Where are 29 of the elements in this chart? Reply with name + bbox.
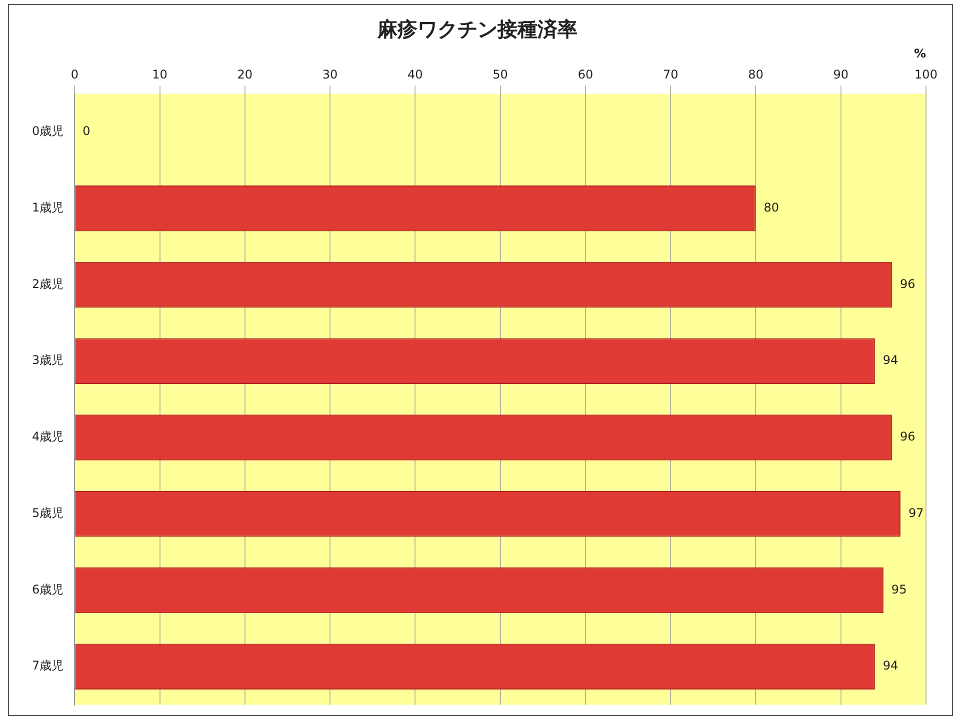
x-tick-label: 70 [662, 68, 678, 82]
data-label: 0 [82, 124, 90, 138]
x-tick-label: 10 [152, 68, 168, 82]
x-tick-label: 90 [833, 68, 849, 82]
y-tick-label: 7歳児 [32, 658, 64, 673]
x-tick-label: 0 [70, 68, 78, 82]
y-tick-label: 2歳児 [32, 276, 64, 291]
y-tick-label: 0歳児 [32, 124, 64, 138]
data-label: 94 [882, 353, 898, 368]
y-tick-label: 1歳児 [32, 200, 64, 214]
x-tick-label: 80 [748, 68, 764, 82]
data-label: 96 [900, 276, 916, 291]
y-tick-label: 5歳児 [32, 506, 64, 520]
data-label: 97 [908, 506, 924, 520]
x-tick-label: 30 [322, 68, 338, 82]
x-tick-label: 20 [237, 68, 253, 82]
data-label: 95 [891, 582, 907, 596]
chart-title: 麻疹ワクチン接種済率 [376, 17, 578, 42]
x-tick-label: 50 [492, 68, 508, 82]
y-tick-label: 3歳児 [32, 353, 64, 368]
y-tick-label: 4歳児 [32, 430, 64, 444]
data-label: 96 [900, 430, 916, 444]
x-tick-label: 100 [914, 68, 938, 82]
y-tick-label: 6歳児 [32, 582, 64, 596]
x-tick-label: 40 [408, 68, 423, 82]
x-axis-title: % [914, 46, 926, 60]
data-label: 80 [764, 200, 780, 214]
data-label: 94 [882, 658, 898, 673]
x-tick-label: 60 [578, 68, 594, 82]
